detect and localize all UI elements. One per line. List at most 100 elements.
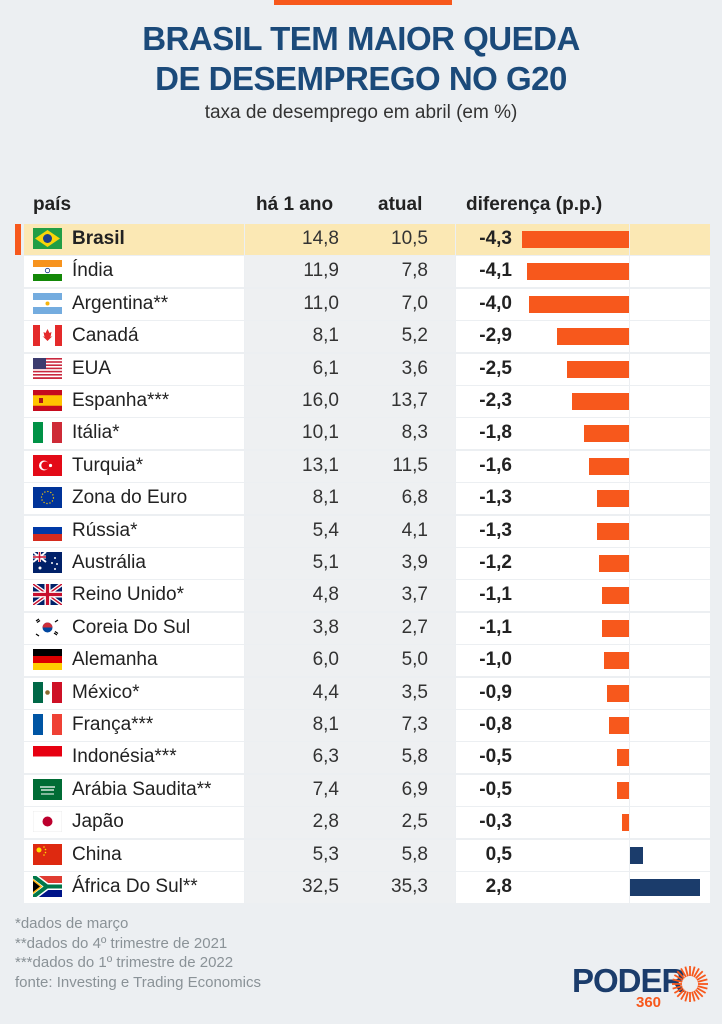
australia-flag-icon [33,552,62,573]
country-name: Brasil [72,228,125,249]
header-difference: diferença (p.p.) [466,194,603,215]
country-name: Arábia Saudita** [72,778,212,800]
values-cell [245,774,455,806]
poder360-logo: PODER 360 [572,962,708,1011]
country-name: Rússia* [72,519,138,541]
negative-bar [606,684,629,702]
negative-bar [566,360,629,378]
positive-bar-cell [630,580,710,612]
difference-value: -0,5 [479,778,512,800]
current-value: 6,9 [401,778,428,800]
difference-value: -2,5 [479,357,512,379]
difference-value: -1,6 [479,454,512,476]
negative-bar [529,295,629,313]
country-name: Alemanha [72,649,158,671]
values-cell [245,742,455,774]
argentina-flag-icon [33,292,62,314]
year-ago-value: 11,0 [303,292,339,314]
current-value: 7,8 [401,260,428,282]
difference-cell [456,612,629,644]
title-line-2: DE DESEMPREGO NO G20 [155,60,567,97]
country-name: Turquia* [72,454,144,476]
negative-bar [556,328,629,346]
table-row: Zona do Euro 8,1 6,8 -1,3 [24,483,710,515]
positive-bar-cell [630,645,710,677]
negative-bar [604,652,629,670]
values-cell [245,418,455,450]
year-ago-value: 6,0 [312,649,339,671]
difference-cell [456,774,629,806]
country-name: Índia [72,260,114,282]
turkey-flag-icon [33,454,62,476]
values-cell [245,677,455,709]
table-row: Austrália 5,1 3,9 -1,2 [24,548,710,579]
difference-cell [456,872,629,903]
accent-bar [274,0,452,5]
difference-value: -1,1 [479,584,512,606]
values-cell [245,612,455,644]
highlight-marker [15,224,21,255]
values-cell [245,580,455,612]
difference-value: 0,5 [485,843,512,865]
table-row: Canadá 8,1 5,2 -2,9 [24,321,710,353]
values-cell [245,548,455,579]
difference-value: 2,8 [485,876,512,897]
positive-bar-cell [630,548,710,579]
footnotes: *dados de março **dados do 4º trimestre … [15,914,261,992]
positive-bar-cell [630,612,710,644]
current-value: 5,8 [401,746,428,768]
footnote: *dados de março [15,915,129,932]
year-ago-value: 16,0 [302,390,339,411]
values-cell [245,807,455,839]
difference-value: -4,0 [479,292,512,314]
table-row: França*** 8,1 7,3 -0,8 [24,710,710,741]
country-name: EUA [72,357,112,379]
difference-value: -1,8 [479,422,512,444]
positive-bar-cell [630,450,710,482]
negative-bar [621,814,629,832]
spain-flag-icon [33,390,62,411]
current-value: 5,8 [401,843,428,865]
logo-word: PODER [572,962,685,999]
current-value: 3,6 [401,357,428,379]
current-value: 13,7 [391,390,428,411]
year-ago-value: 5,1 [312,552,339,573]
header-year-ago: há 1 ano [256,194,334,215]
positive-bar-cell [630,677,710,709]
india-flag-icon [33,260,62,282]
country-name: México* [72,681,140,703]
table-row: Japão 2,8 2,5 -0,3 [24,807,710,839]
table-row: Rússia* 5,4 4,1 -1,3 [24,515,710,547]
positive-bar-cell [630,386,710,417]
eu-flag-icon [33,487,62,509]
year-ago-value: 7,4 [312,778,339,800]
header-country: país [33,194,72,215]
year-ago-value: 4,4 [312,681,339,703]
year-ago-value: 2,8 [312,811,339,833]
russia-flag-icon [33,519,62,541]
france-flag-icon [33,714,62,735]
table-row: África Do Sul** 32,5 35,3 2,8 [24,872,710,903]
year-ago-value: 4,8 [312,584,339,606]
values-cell [245,839,455,871]
negative-bar [601,619,629,637]
mexico-flag-icon [33,681,62,703]
current-value: 7,3 [401,714,428,735]
difference-value: -0,5 [479,746,512,768]
difference-value: -1,3 [479,519,512,541]
table-row: Arábia Saudita** 7,4 6,9 -0,5 [24,774,710,806]
difference-value: -2,3 [479,390,512,411]
country-name: África Do Sul** [72,876,198,897]
values-cell [245,645,455,677]
difference-cell [456,677,629,709]
positive-bar-cell [630,353,710,385]
positive-bar-cell [630,321,710,353]
country-name: China [72,843,122,865]
usa-flag-icon [33,357,62,379]
difference-value: -1,1 [479,616,512,638]
country-name: Itália* [72,422,120,444]
values-cell [245,450,455,482]
difference-cell [456,742,629,774]
table-row: Brasil 14,8 10,5 -4,3 [15,224,710,255]
current-value: 3,7 [401,584,428,606]
